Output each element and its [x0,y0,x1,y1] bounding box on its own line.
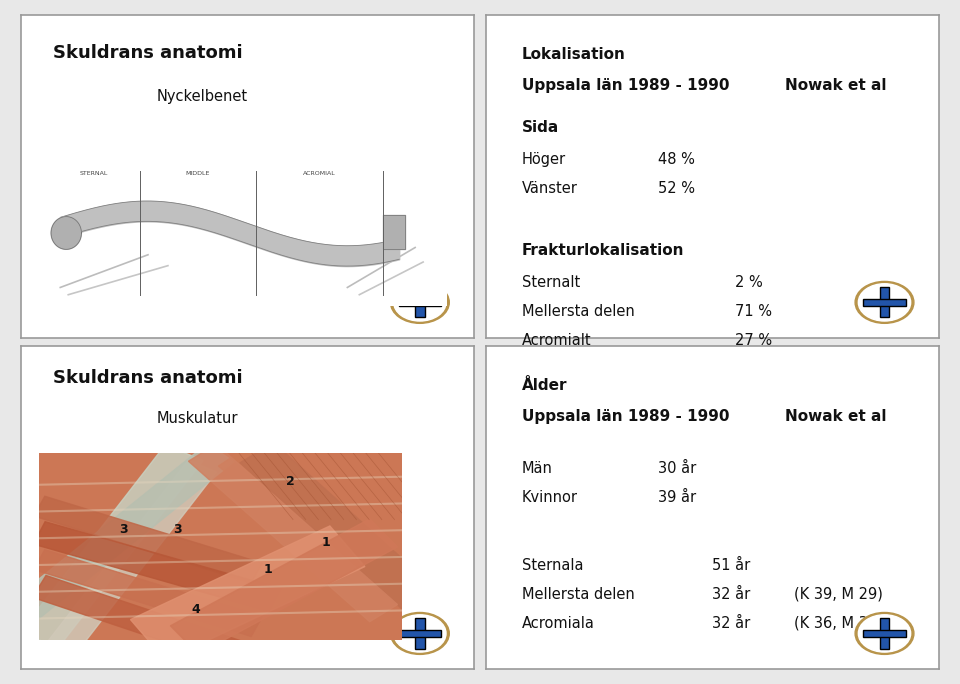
Text: 3: 3 [119,523,128,536]
Text: Nowak et al: Nowak et al [785,409,886,424]
Text: Sida: Sida [522,120,560,135]
Text: 27 %: 27 % [735,333,772,348]
Text: Frakturlokalisation: Frakturlokalisation [522,243,684,258]
Text: Mellersta delen: Mellersta delen [522,587,635,602]
Text: ACROMIAL: ACROMIAL [303,171,336,176]
Polygon shape [131,526,365,660]
Text: 2: 2 [286,475,295,488]
Text: Uppsala län 1989 - 1990: Uppsala län 1989 - 1990 [522,409,730,424]
Polygon shape [170,519,397,654]
Text: 3: 3 [174,523,182,536]
Text: Kvinnor: Kvinnor [522,490,578,505]
Text: 71 %: 71 % [735,304,772,319]
Text: 51 år: 51 år [712,557,751,573]
Text: (K 39, M 29): (K 39, M 29) [794,587,883,602]
Text: MIDDLE: MIDDLE [185,171,210,176]
Ellipse shape [855,612,914,655]
Text: Män: Män [522,461,553,475]
Polygon shape [8,444,234,622]
Text: Vänster: Vänster [522,181,578,196]
Polygon shape [34,550,262,636]
Text: 48 %: 48 % [658,153,695,168]
Text: 30 år: 30 år [658,461,696,475]
Text: Skuldrans anatomi: Skuldrans anatomi [53,44,243,62]
FancyBboxPatch shape [879,287,889,317]
Text: Sternala: Sternala [522,557,584,573]
Polygon shape [51,217,82,249]
Text: Mellersta delen: Mellersta delen [522,304,635,319]
Ellipse shape [858,615,911,652]
Text: 32 år: 32 år [712,616,751,631]
Text: (K 36, M 31): (K 36, M 31) [794,616,882,631]
Text: 1: 1 [322,536,331,549]
Text: Nowak et al: Nowak et al [785,78,886,93]
Polygon shape [20,445,204,648]
Text: Skuldrans anatomi: Skuldrans anatomi [53,369,243,386]
Text: Muskulatur: Muskulatur [157,410,238,425]
FancyBboxPatch shape [879,618,889,648]
Ellipse shape [858,284,911,321]
Text: 2 %: 2 % [735,275,763,290]
FancyBboxPatch shape [398,299,441,306]
Polygon shape [34,497,262,583]
FancyBboxPatch shape [415,618,424,648]
Text: Uppsala län 1989 - 1990: Uppsala län 1989 - 1990 [522,78,730,93]
Text: 1: 1 [264,563,273,576]
Text: Ålder: Ålder [522,378,567,393]
Text: STERNAL: STERNAL [80,171,108,176]
Text: Acromiala: Acromiala [522,616,595,631]
Polygon shape [219,439,422,600]
Text: Sternalt: Sternalt [522,275,580,290]
Ellipse shape [855,281,914,324]
Ellipse shape [391,612,449,655]
Polygon shape [43,460,217,659]
Polygon shape [240,443,437,610]
Polygon shape [34,522,280,611]
FancyBboxPatch shape [398,630,441,637]
Text: 32 år: 32 år [712,587,751,602]
Text: 4: 4 [191,603,201,616]
Text: 52 %: 52 % [658,181,695,196]
Text: 39 år: 39 år [658,490,696,505]
Ellipse shape [391,281,449,324]
FancyBboxPatch shape [863,630,905,637]
Ellipse shape [394,284,446,321]
Text: Acromialt: Acromialt [522,333,591,348]
Text: Höger: Höger [522,153,566,168]
Polygon shape [33,575,246,664]
FancyBboxPatch shape [415,287,424,317]
FancyBboxPatch shape [863,299,905,306]
Ellipse shape [394,615,446,652]
Polygon shape [188,444,397,622]
Text: Nyckelbenet: Nyckelbenet [157,90,249,104]
Text: Lokalisation: Lokalisation [522,47,626,62]
